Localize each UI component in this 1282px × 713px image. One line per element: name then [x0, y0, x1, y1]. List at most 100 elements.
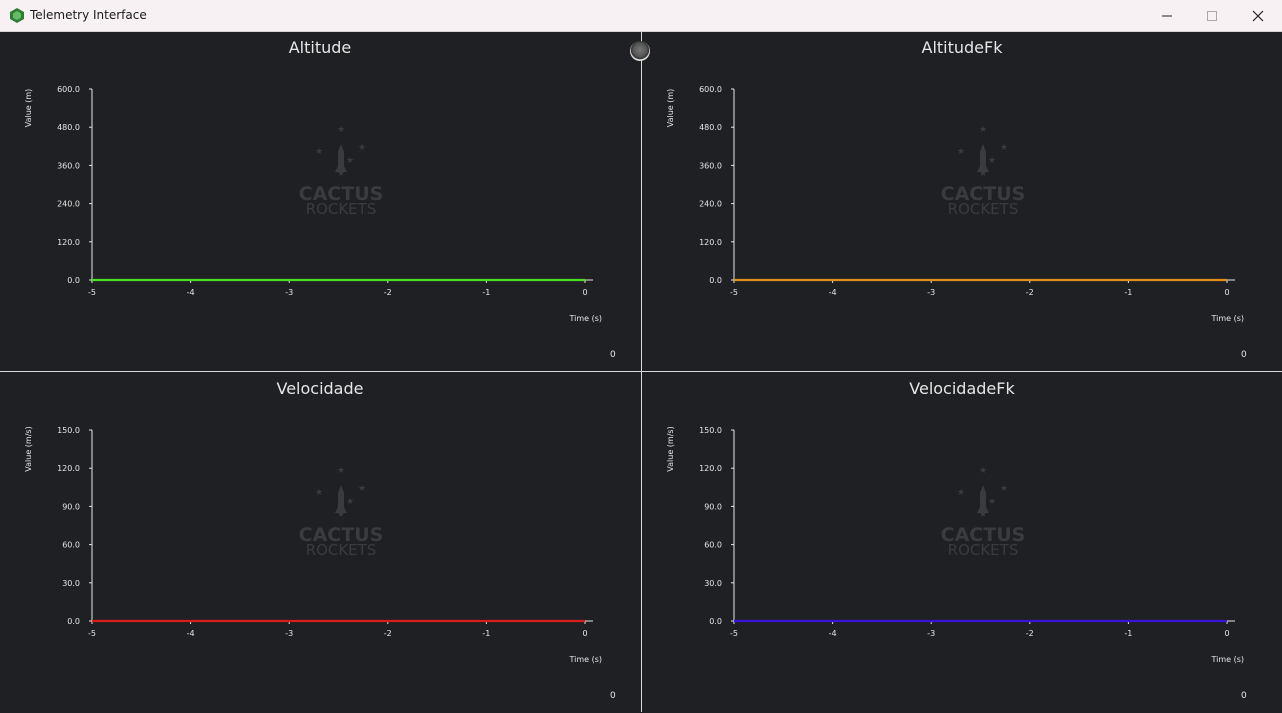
close-icon — [1252, 10, 1264, 21]
y-tick-label: 150.0 — [699, 426, 722, 435]
sample-counter: 0 — [610, 350, 616, 360]
watermark-text: CACTUS — [941, 183, 1026, 205]
star-icon: ★ — [1000, 484, 1008, 494]
y-tick-label: 600.0 — [699, 85, 722, 94]
star-icon: ★ — [337, 466, 345, 476]
chart-title: VelocidadeFk — [909, 379, 1015, 398]
x-tick-label: 0 — [1224, 288, 1229, 297]
y-tick-label: 0.0 — [709, 276, 722, 285]
star-icon: ★ — [337, 125, 345, 135]
star-icon: ★ — [337, 510, 345, 520]
x-tick-label: -3 — [285, 288, 293, 297]
watermark-text: ROCKETS — [306, 200, 377, 218]
y-tick-label: 0.0 — [67, 617, 80, 626]
star-icon: ★ — [979, 510, 987, 520]
y-tick-label: 0.0 — [67, 276, 80, 285]
x-tick-label: -2 — [1026, 629, 1034, 638]
y-tick-label: 120.0 — [57, 464, 80, 473]
y-tick-label: 0.0 — [709, 617, 722, 626]
y-tick-label: 60.0 — [62, 541, 80, 550]
x-axis-title: Time (s) — [568, 655, 602, 664]
y-tick-label: 480.0 — [699, 123, 722, 132]
y-tick-label: 90.0 — [704, 502, 722, 511]
splitter-vertical[interactable] — [641, 32, 642, 712]
y-tick-label: 60.0 — [704, 541, 722, 550]
window-title: Telemetry Interface — [30, 8, 147, 22]
x-tick-label: -5 — [88, 629, 96, 638]
x-tick-label: 0 — [1224, 629, 1229, 638]
star-icon: ★ — [979, 169, 987, 179]
rocket-icon — [335, 144, 347, 172]
y-tick-label: 480.0 — [57, 123, 80, 132]
sample-counter: 0 — [610, 691, 616, 701]
x-tick-label: -4 — [187, 288, 195, 297]
minimize-button[interactable] — [1144, 0, 1190, 31]
star-icon: ★ — [988, 497, 996, 507]
x-tick-label: -2 — [384, 288, 392, 297]
x-tick-label: -5 — [88, 288, 96, 297]
watermark-text: CACTUS — [299, 524, 384, 546]
y-tick-label: 90.0 — [62, 502, 80, 511]
y-tick-label: 240.0 — [57, 200, 80, 209]
x-tick-label: -1 — [482, 288, 490, 297]
x-tick-label: 0 — [582, 629, 587, 638]
x-tick-label: -2 — [384, 629, 392, 638]
x-axis-title: Time (s) — [1210, 655, 1244, 664]
chart-plot: ★★ ★★★CACTUSROCKETS0.030.060.090.0120.015… — [666, 426, 1244, 664]
star-icon: ★ — [988, 156, 996, 166]
x-tick-label: -5 — [730, 288, 738, 297]
x-tick-label: -3 — [285, 629, 293, 638]
y-axis-title: Value (m) — [24, 89, 33, 128]
y-tick-label: 360.0 — [699, 161, 722, 170]
title-bar[interactable]: Telemetry Interface — [0, 0, 1282, 32]
star-icon: ★ — [358, 484, 366, 494]
chart-plot: ★★ ★★★CACTUSROCKETS0.0120.0240.0360.0480.… — [666, 85, 1244, 323]
star-icon: ★ — [957, 147, 965, 157]
minimize-icon — [1162, 15, 1172, 16]
app-icon — [10, 8, 24, 23]
x-tick-label: -1 — [1124, 629, 1132, 638]
chart-title: Velocidade — [276, 379, 364, 398]
x-tick-label: -5 — [730, 629, 738, 638]
x-tick-label: 0 — [582, 288, 587, 297]
splitter-horizontal[interactable] — [0, 371, 1282, 372]
star-icon: ★ — [979, 125, 987, 135]
x-tick-label: -1 — [482, 629, 490, 638]
x-tick-label: -4 — [829, 288, 837, 297]
close-button[interactable] — [1235, 0, 1281, 31]
y-axis-title: Value (m/s) — [666, 426, 675, 471]
x-axis-title: Time (s) — [568, 314, 602, 323]
star-icon: ★ — [979, 466, 987, 476]
y-tick-label: 150.0 — [57, 426, 80, 435]
rocket-icon — [977, 485, 989, 513]
splitter-handle[interactable] — [630, 41, 650, 61]
rocket-icon — [977, 144, 989, 172]
watermark-text: ROCKETS — [306, 541, 377, 559]
chart-panel-velocidade: Velocidade ★ ★ ★ ★ ★ CACTUS ROCKETS 0.0 30.0 60.0… — [0, 373, 640, 713]
star-icon: ★ — [346, 156, 354, 166]
y-tick-label: 30.0 — [62, 579, 80, 588]
chart-panel-altitude: Altitude ★ ★ ★ ★ ★ CACTUS ROCKETS 0.0 120.0 240.0… — [0, 32, 640, 372]
watermark-text: CACTUS — [941, 524, 1026, 546]
x-tick-label: -1 — [1124, 288, 1132, 297]
watermark-text: ROCKETS — [948, 200, 1019, 218]
maximize-icon — [1207, 10, 1217, 21]
maximize-button[interactable] — [1189, 0, 1235, 31]
star-icon: ★ — [315, 488, 323, 498]
y-tick-label: 600.0 — [57, 85, 80, 94]
watermark-text: ROCKETS — [948, 541, 1019, 559]
star-icon: ★ — [957, 488, 965, 498]
y-tick-label: 360.0 — [57, 161, 80, 170]
watermark-text: CACTUS — [299, 183, 384, 205]
y-tick-label: 240.0 — [699, 200, 722, 209]
chart-panel-altitudefk: AltitudeFk ★ ★ ★ ★ ★ CACTUS ROCKETS 0.0 120.0 240… — [642, 32, 1282, 372]
y-tick-label: 120.0 — [57, 238, 80, 247]
rocket-icon — [335, 485, 347, 513]
star-icon: ★ — [337, 169, 345, 179]
y-axis-title: Value (m/s) — [24, 426, 33, 471]
star-icon: ★ — [358, 143, 366, 153]
